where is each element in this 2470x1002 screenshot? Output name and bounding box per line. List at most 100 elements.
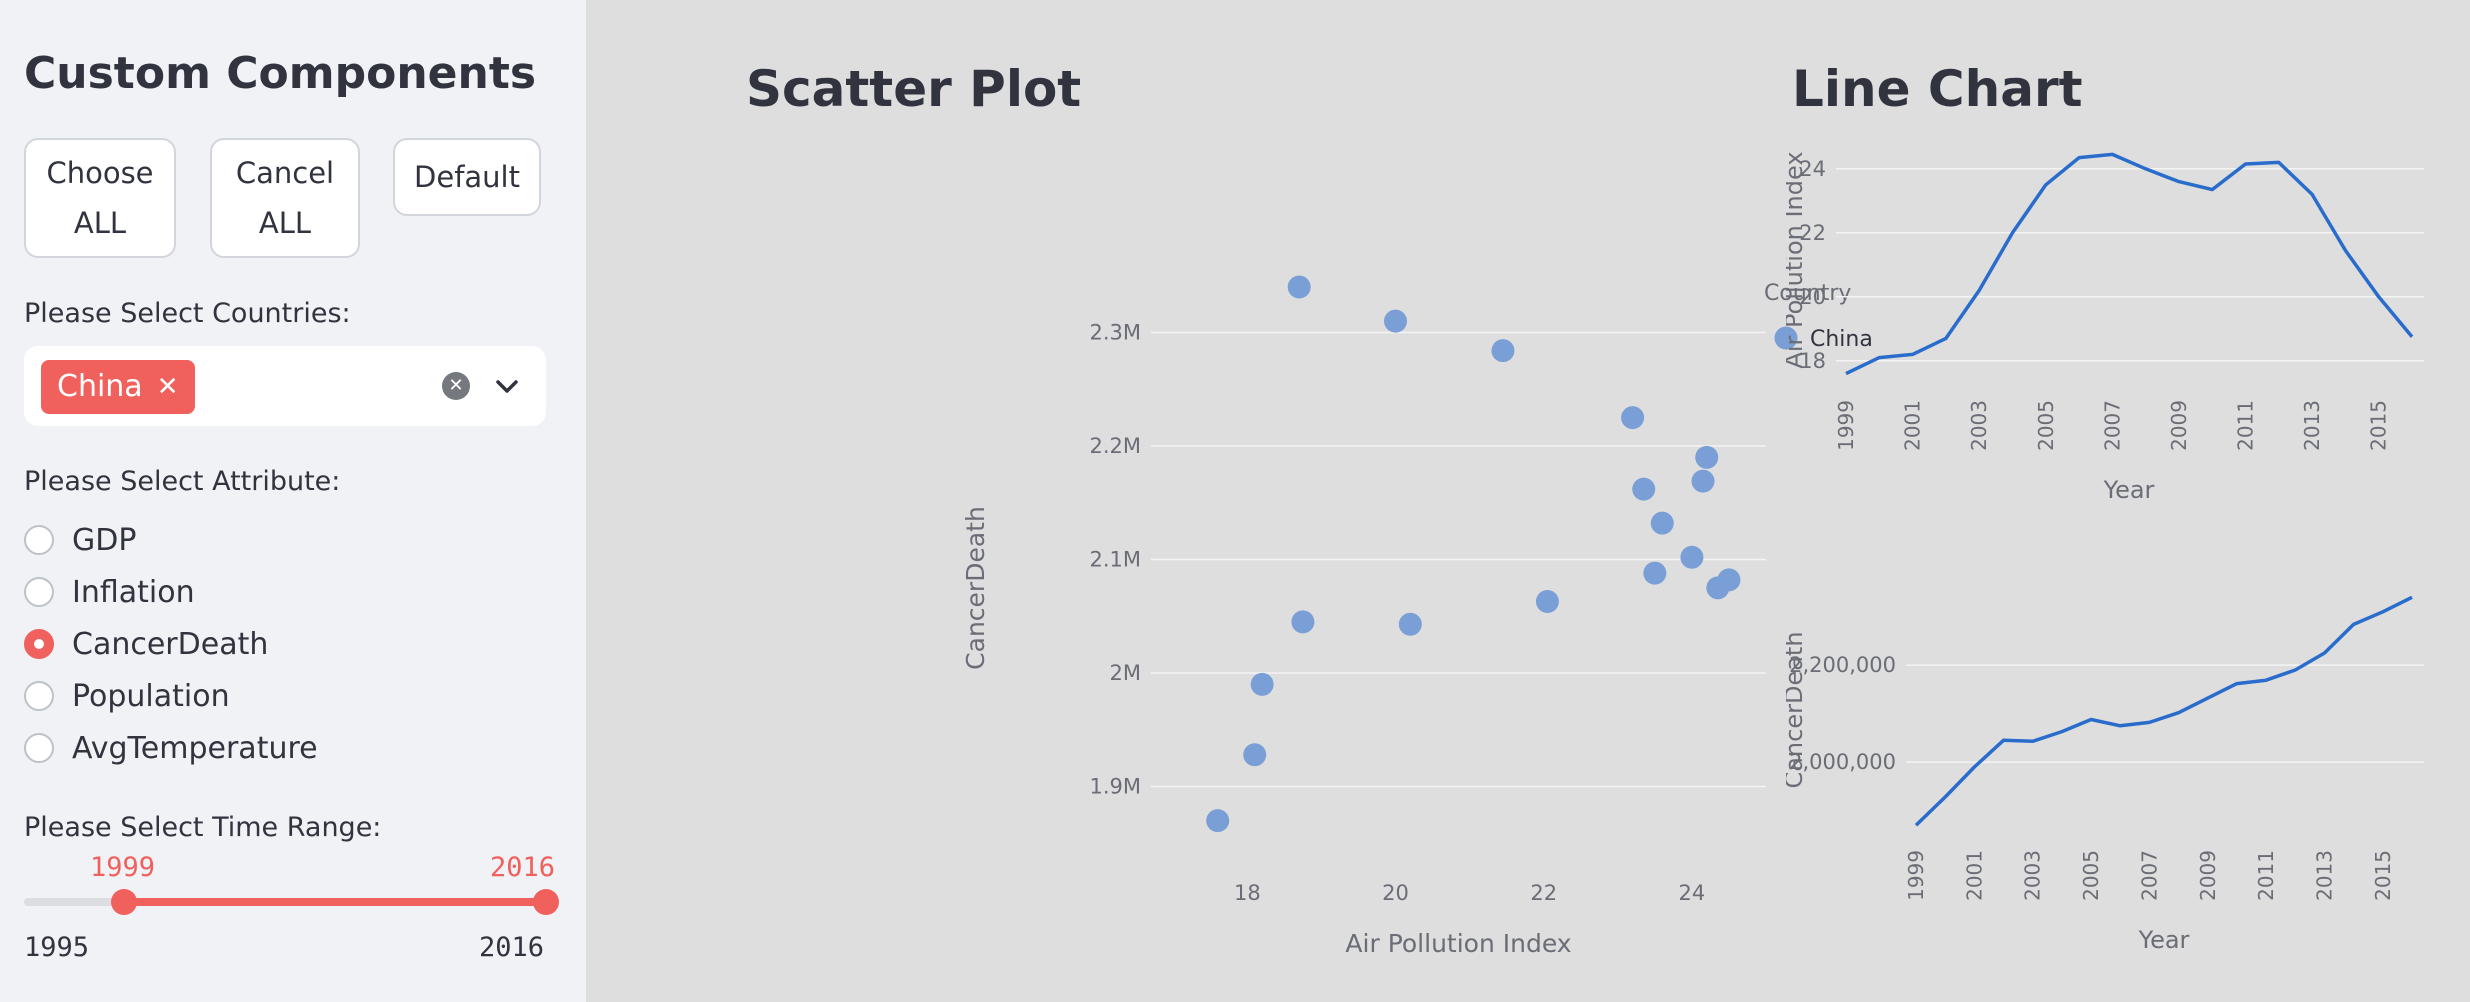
radio-label: CancerDeath [72, 626, 269, 662]
sidebar: Custom Components Choose ALL Cancel ALL … [0, 0, 586, 1002]
legend-label: China [1810, 327, 1873, 352]
radio-label: GDP [72, 522, 137, 558]
line-chart-cancer-death[interactable]: 2,000,000 2,200,000 1999 2001 2003 2005 2007 20… [1786, 590, 2426, 970]
choose-all-button[interactable]: Choose ALL [24, 138, 176, 258]
radio-label: Population [72, 678, 230, 714]
legend-title: Country [1764, 281, 1851, 306]
y-axis-label: CancerDeath [1786, 631, 1808, 788]
line-chart-air-pollution[interactable]: 18 20 22 24 1999 2001 2003 2005 2007 2009 2011 2013… [1786, 140, 2426, 520]
time-range-label: Please Select Time Range: [24, 812, 382, 843]
y-tick-label: 2M [1110, 661, 1141, 685]
attribute-option-inflation[interactable]: Inflation [24, 572, 195, 612]
x-tick-label: 1999 [1904, 850, 1928, 901]
attribute-option-avgtemperature[interactable]: AvgTemperature [24, 728, 318, 768]
x-tick-label: 2003 [1967, 400, 1991, 451]
attribute-option-cancerdeath[interactable]: CancerDeath [24, 624, 268, 664]
x-tick-label: 18 [1234, 881, 1261, 905]
scatter-point [1621, 406, 1645, 430]
x-tick-label: 1999 [1834, 400, 1858, 451]
main-area: Scatter Plot Line Chart 1.9M 2M 2.1M 2.2M 2.… [586, 0, 2470, 1002]
country-multiselect[interactable]: China ✕ ✕ [24, 346, 546, 426]
slider-high-thumb[interactable] [533, 889, 559, 915]
x-tick-label: 2013 [2300, 400, 2324, 451]
cancel-all-label-line2: ALL [258, 206, 312, 240]
scatter-point [1287, 275, 1311, 299]
y-tick-label: 24 [1799, 157, 1826, 181]
x-tick-label: 2013 [2312, 850, 2336, 901]
slider-high-value: 2016 [490, 852, 556, 883]
slider-min-label: 1995 [24, 932, 90, 963]
scatter-point [1643, 561, 1667, 585]
scatter-point [1491, 339, 1515, 363]
x-tick-label: 2011 [2234, 400, 2258, 451]
close-icon[interactable]: ✕ [156, 372, 179, 402]
clear-icon[interactable]: ✕ [442, 372, 470, 400]
x-tick-label: 22 [1530, 881, 1557, 905]
cancel-all-label-line1: Cancel [235, 156, 335, 190]
scatter-point [1206, 809, 1230, 833]
legend-marker [1774, 326, 1798, 350]
radio-label: AvgTemperature [72, 730, 318, 766]
x-tick-label: 2001 [1962, 850, 1986, 901]
series-line [1845, 152, 2414, 376]
x-tick-label: 2009 [2196, 850, 2220, 901]
radio-button[interactable] [24, 681, 54, 711]
x-tick-label: 24 [1679, 881, 1706, 905]
scatter-title: Scatter Plot [746, 60, 1082, 118]
x-axis-label: Year [2103, 476, 2155, 504]
sidebar-title: Custom Components [24, 48, 537, 99]
radio-label: Inflation [72, 574, 195, 610]
attribute-option-population[interactable]: Population [24, 676, 230, 716]
series-line [1914, 595, 2413, 827]
line-chart-title: Line Chart [1792, 60, 2083, 118]
scatter-point [1291, 610, 1315, 634]
choose-all-label-line1: Choose [46, 156, 154, 190]
country-chip: China ✕ [41, 360, 195, 414]
scatter-point [1632, 477, 1656, 501]
attribute-option-gdp[interactable]: GDP [24, 520, 136, 560]
scatter-point [1398, 612, 1422, 636]
x-tick-label: 2007 [2137, 850, 2161, 901]
y-tick-label: 2.1M [1089, 547, 1141, 571]
radio-button[interactable] [24, 525, 54, 555]
slider-low-value: 1999 [90, 852, 156, 883]
chevron-down-icon[interactable] [490, 366, 524, 406]
y-axis-label: CancerDeath [961, 506, 990, 670]
scatter-point [1717, 568, 1741, 592]
radio-button[interactable] [24, 577, 54, 607]
attribute-label: Please Select Attribute: [24, 466, 341, 497]
slider-low-thumb[interactable] [111, 889, 137, 915]
y-tick-label: 1.9M [1089, 775, 1141, 799]
country-chip-label: China [57, 369, 143, 404]
scatter-point [1650, 511, 1674, 535]
countries-label: Please Select Countries: [24, 298, 351, 329]
radio-button[interactable] [24, 629, 54, 659]
y-tick-label: 2,000,000 [1789, 750, 1896, 774]
scatter-point [1243, 743, 1267, 767]
default-button[interactable]: Default [393, 138, 541, 216]
slider-max-label: 2016 [479, 932, 545, 963]
x-tick-label: 2003 [2021, 850, 2045, 901]
choose-all-label-line2: ALL [73, 206, 127, 240]
scatter-point [1535, 589, 1559, 613]
y-tick-label: 22 [1799, 221, 1826, 245]
scatter-point [1384, 309, 1408, 333]
y-tick-label: 2.3M [1089, 320, 1141, 344]
x-axis-label: Air Pollution Index [1345, 929, 1571, 958]
x-axis-label: Year [2138, 926, 2190, 954]
y-tick-label: 2,200,000 [1789, 653, 1896, 677]
x-tick-label: 2011 [2254, 850, 2278, 901]
x-tick-label: 2015 [2371, 850, 2395, 901]
scatter-point [1250, 672, 1274, 696]
y-tick-label: 2.2M [1089, 434, 1141, 458]
scatter-point [1691, 469, 1715, 493]
x-tick-label: 20 [1382, 881, 1409, 905]
scatter-point [1680, 545, 1704, 569]
scatter-point [1695, 445, 1719, 469]
x-tick-label: 2001 [1901, 400, 1925, 451]
time-range-slider-fill [124, 898, 546, 906]
radio-button[interactable] [24, 733, 54, 763]
cancel-all-button[interactable]: Cancel ALL [210, 138, 360, 258]
scatter-plot[interactable]: 1.9M 2M 2.1M 2.2M 2.3M 18 20 22 24 Air Pollution … [736, 270, 1896, 990]
y-tick-label: 20 [1799, 285, 1826, 309]
